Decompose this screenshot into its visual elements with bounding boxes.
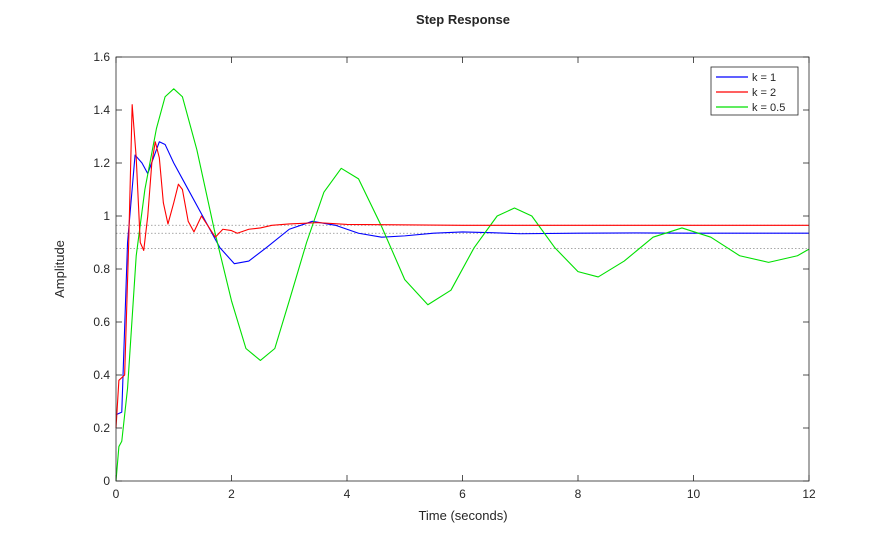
y-tick-label: 0 [103, 474, 110, 488]
y-tick-label: 1.2 [93, 156, 110, 170]
x-tick-label: 6 [459, 487, 466, 501]
legend: k = 1 k = 2 k = 0.5 [710, 66, 799, 116]
x-tick-label: 12 [802, 487, 816, 501]
series-line-1 [115, 141, 809, 416]
y-tick-label: 0.8 [93, 262, 110, 276]
legend-label-3: k = 0.5 [752, 102, 785, 114]
x-tick-label: 0 [113, 487, 120, 501]
y-tick-label: 0.4 [93, 368, 110, 382]
y-tick-label: 0.2 [93, 421, 110, 435]
x-tick-label: 10 [687, 487, 701, 501]
y-tick-label: 0.6 [93, 315, 110, 329]
x-axis-label: Time (seconds) [418, 508, 507, 523]
y-tick-label: 1.4 [93, 103, 110, 117]
x-tick-label: 8 [575, 487, 582, 501]
legend-label-2: k = 2 [752, 87, 776, 99]
series-line-2 [115, 104, 809, 429]
y-tick-label: 1.6 [93, 50, 110, 64]
x-tick-label: 4 [344, 487, 351, 501]
legend-label-1: k = 1 [752, 72, 776, 84]
x-tick-label: 2 [228, 487, 235, 501]
y-axis-label: Amplitude [52, 240, 67, 298]
chart-title: Step Response [416, 12, 510, 27]
y-tick-label: 1 [103, 209, 110, 223]
series-line-3 [115, 88, 810, 482]
